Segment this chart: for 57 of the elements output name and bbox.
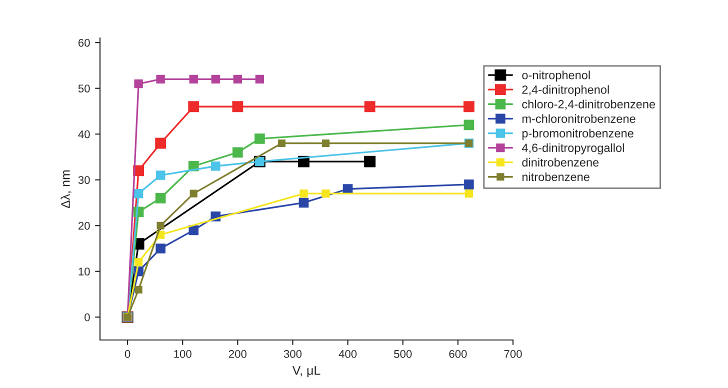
point xyxy=(233,74,242,84)
legend-label: dinitrobenzene xyxy=(522,158,599,167)
legend-label: 2,4-dinitrophenol xyxy=(522,85,609,96)
legend-label: 4,6-dinitropyrogallol xyxy=(522,143,624,154)
y-tick-label: 0 xyxy=(84,313,90,322)
point xyxy=(232,101,244,112)
point xyxy=(464,190,474,198)
y-tick-label: 40 xyxy=(78,130,90,138)
point xyxy=(156,222,164,230)
point xyxy=(463,101,474,112)
point xyxy=(134,188,144,198)
point xyxy=(190,190,198,198)
x-axis-title: V, μL xyxy=(292,366,320,378)
point xyxy=(254,133,265,144)
x-tick-label: 0 xyxy=(124,350,130,358)
point xyxy=(134,286,142,294)
y-tick-label: 60 xyxy=(78,38,90,47)
point xyxy=(211,74,220,84)
point xyxy=(298,198,309,208)
x-tick-label: 200 xyxy=(228,350,246,358)
point xyxy=(156,74,165,84)
point xyxy=(232,147,243,158)
y-tick-label: 10 xyxy=(78,268,90,276)
legend-label: m-chloronitrobenzene xyxy=(522,114,636,123)
legend-label: chloro-2,4-dinitrobenzene xyxy=(522,100,656,110)
y-tick-label: 20 xyxy=(78,222,90,230)
legend-label: o-nitrophenol xyxy=(522,70,590,82)
point xyxy=(155,138,166,149)
point xyxy=(189,74,198,84)
x-tick-label: 300 xyxy=(284,350,302,358)
point xyxy=(364,156,376,168)
y-axis-title: Δλ, nm xyxy=(60,170,72,208)
point xyxy=(464,120,474,130)
point xyxy=(464,180,474,190)
x-tick-label: 400 xyxy=(338,350,357,358)
legend-label: p-bromonitrobenzene xyxy=(522,128,634,140)
point xyxy=(156,244,166,254)
point xyxy=(156,170,166,180)
point xyxy=(300,190,308,198)
point xyxy=(134,258,143,266)
point xyxy=(322,139,330,148)
point xyxy=(255,74,264,84)
x-tick-label: 600 xyxy=(449,350,467,358)
y-tick-label: 30 xyxy=(78,176,90,184)
y-tick-label: 50 xyxy=(78,84,90,92)
x-tick-label: 100 xyxy=(174,350,192,358)
point xyxy=(364,101,376,112)
point xyxy=(278,139,286,148)
point xyxy=(322,190,330,198)
point xyxy=(211,162,220,171)
x-tick-label: 500 xyxy=(394,350,412,358)
x-tick-label: 700 xyxy=(504,350,522,358)
point xyxy=(155,192,166,204)
point xyxy=(188,225,199,236)
point xyxy=(134,79,143,88)
legend-label: nitrobenzene xyxy=(522,172,590,182)
point xyxy=(188,101,200,112)
